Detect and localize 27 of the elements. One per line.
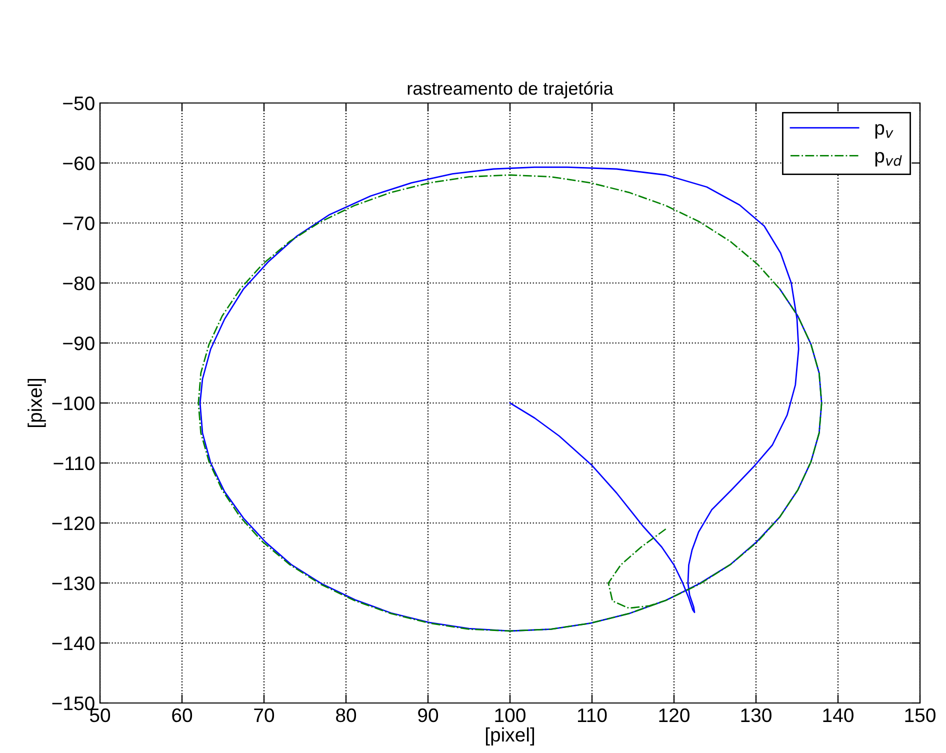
legend-label: p$_{vd}$ [875,152,902,166]
y-tick-label: −70 [63,216,94,230]
x-tick-label: 60 [172,708,192,722]
x-tick-label: 70 [254,708,274,722]
x-tick-label: 140 [823,708,854,722]
x-tick-label: 80 [336,708,356,722]
y-tick-label: −110 [54,456,94,470]
x-tick-label: 100 [495,708,526,722]
y-tick-label: −50 [63,96,94,110]
y-axis-title: [pixel] [28,378,46,428]
x-tick-label: 120 [659,708,690,722]
y-tick-label: −80 [63,276,94,290]
x-tick-label: 150 [905,708,936,722]
x-tick-label: 130 [741,708,772,722]
x-tick-label: 110 [578,708,607,722]
x-tick-label: 90 [418,708,438,722]
x-axis-title: [pixel] [486,727,534,746]
chart-title: rastreamento de trajetória [408,81,614,98]
y-tick-label: −130 [52,576,94,590]
y-tick-label: −90 [63,336,94,350]
y-tick-label: −120 [52,516,94,530]
y-tick-label: −150 [52,696,94,710]
legend-label: p$_{v}$ [875,124,894,139]
y-tick-label: −100 [52,396,94,410]
y-tick-label: −140 [52,636,94,650]
x-tick-label: 50 [90,708,110,722]
y-tick-label: −60 [63,156,94,170]
